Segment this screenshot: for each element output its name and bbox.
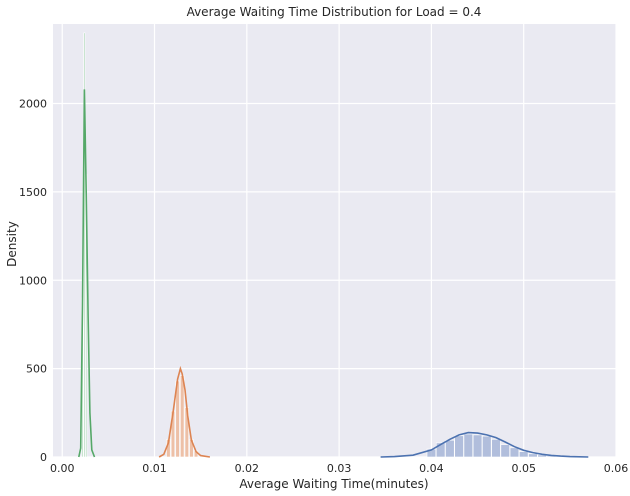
x-tick-label: 0.06 bbox=[604, 462, 629, 475]
histogram-bar bbox=[472, 434, 483, 458]
y-tick-label: 2000 bbox=[19, 98, 47, 111]
histogram-bar bbox=[463, 433, 474, 458]
y-tick-labels: 0 500 1000 1500 2000 bbox=[19, 98, 47, 464]
x-tick-label: 0.03 bbox=[327, 462, 352, 475]
histogram-bar bbox=[491, 439, 501, 458]
kde-lines bbox=[78, 89, 589, 458]
y-tick-label: 500 bbox=[26, 363, 47, 376]
kde-line-2 bbox=[158, 365, 211, 458]
histogram-bar bbox=[519, 451, 529, 458]
histogram-bar bbox=[528, 453, 538, 458]
x-tick-label: 0.01 bbox=[142, 462, 167, 475]
histogram-bar bbox=[509, 447, 520, 458]
histogram-bar bbox=[435, 442, 446, 458]
y-tick-label: 1500 bbox=[19, 186, 47, 199]
histogram-bar bbox=[500, 444, 510, 458]
y-axis-label: Density bbox=[5, 221, 19, 267]
histogram-bars bbox=[81, 32, 557, 458]
histogram-bar bbox=[180, 375, 185, 458]
x-tick-label: 0.00 bbox=[50, 462, 75, 475]
y-tick-label: 0 bbox=[40, 451, 47, 464]
x-tick-label: 0.04 bbox=[419, 462, 444, 475]
histogram-bar bbox=[445, 439, 455, 458]
grid bbox=[53, 24, 617, 458]
histogram-bar bbox=[482, 435, 492, 458]
plot-area bbox=[53, 24, 616, 457]
kde-line-1 bbox=[380, 431, 589, 458]
x-tick-label: 0.05 bbox=[511, 462, 536, 475]
x-tick-labels: 0.00 0.01 0.02 0.03 0.04 0.05 0.06 bbox=[50, 462, 628, 475]
x-tick-label: 0.02 bbox=[235, 462, 260, 475]
y-tick-label: 1000 bbox=[19, 274, 47, 287]
kde-line-3 bbox=[78, 89, 96, 458]
x-axis-label: Average Waiting Time(minutes) bbox=[239, 477, 428, 491]
chart-title: Average Waiting Time Distribution for Lo… bbox=[187, 5, 482, 19]
histogram-bar bbox=[454, 435, 464, 458]
